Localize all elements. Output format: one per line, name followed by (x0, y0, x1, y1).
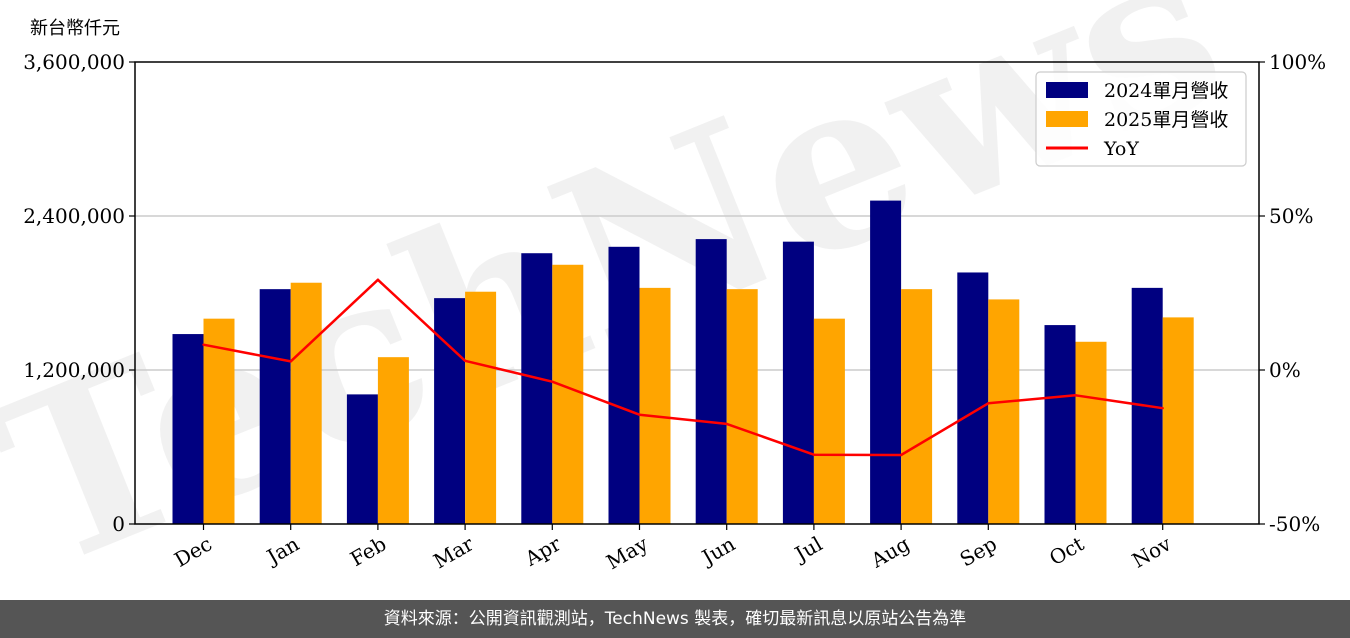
yoy-point (463, 359, 467, 362)
yoy-point (1074, 394, 1077, 397)
yoy-point (376, 278, 380, 281)
x-tick-label: Apr (520, 531, 565, 571)
y2-tick-label: 100% (1269, 50, 1326, 74)
y2-tick-label: -50% (1269, 512, 1320, 536)
legend-label-yoy: YoY (1103, 138, 1139, 160)
yoy-point (812, 453, 816, 456)
bar-2024 (957, 272, 989, 524)
bar-2025 (203, 318, 235, 524)
yoy-point (202, 343, 205, 346)
y2-tick-label: 50% (1269, 204, 1313, 228)
yoy-point (1161, 406, 1164, 410)
y-tick-label: 0 (112, 512, 125, 536)
bar-2024 (259, 289, 291, 524)
bar-2025 (290, 282, 322, 524)
bar-2024 (521, 253, 553, 524)
bar-2025 (901, 289, 933, 524)
yoy-point (725, 422, 728, 426)
legend-label-2024: 2024單月營收 (1104, 80, 1228, 102)
bar-2024 (434, 298, 466, 524)
x-tick-label: Nov (1128, 531, 1176, 573)
bar-2025 (1075, 341, 1107, 524)
revenue-chart: TechNews01,200,0002,400,0003,600,000-50%… (0, 0, 1326, 600)
yoy-point (987, 402, 990, 405)
yoy-point (289, 360, 292, 363)
bar-2025 (988, 299, 1020, 524)
y-tick-label: 3,600,000 (23, 50, 125, 74)
x-tick-label: Mar (429, 531, 478, 573)
yoy-line (203, 278, 1163, 457)
bar-2025 (1162, 317, 1194, 524)
bar-2025 (377, 357, 409, 524)
yoy-point (551, 380, 554, 383)
bar-2025 (813, 318, 845, 524)
x-tick-label: Feb (346, 532, 390, 571)
y2-tick-label: 0% (1269, 358, 1301, 382)
bar-2024 (1044, 325, 1076, 524)
x-tick-label: Aug (866, 531, 914, 572)
x-tick-label: Jun (696, 531, 739, 570)
bar-2024 (870, 200, 902, 524)
bar-2024 (782, 241, 814, 524)
bar-2024 (695, 239, 727, 524)
bar-2024 (346, 394, 378, 524)
bar-2024 (608, 246, 640, 525)
y-axis-unit-label: 新台幣仟元 (30, 18, 120, 39)
bar-2024 (172, 334, 204, 524)
bar-2025 (639, 287, 671, 524)
bar-2025 (726, 289, 758, 524)
bar-2025 (465, 291, 497, 524)
legend-box (1035, 71, 1247, 167)
yoy-point (638, 413, 641, 416)
legend-swatch-2024 (1046, 82, 1088, 98)
legend-label-2025: 2025單月營收 (1104, 109, 1228, 131)
bar-2025 (552, 264, 584, 524)
x-tick-label: Jul (789, 532, 826, 567)
plot-frame (134, 61, 1260, 525)
x-tick-label: Oct (1045, 532, 1088, 571)
yoy-point (899, 453, 903, 457)
x-tick-label: Sep (956, 532, 1001, 572)
legend-swatch-2025 (1046, 111, 1088, 127)
source-footer: 資料來源：公開資訊觀測站，TechNews 製表，確切最新訊息以原站公告為準 (0, 600, 1350, 638)
y-tick-label: 1,200,000 (23, 358, 125, 382)
y-tick-label: 2,400,000 (23, 204, 125, 228)
x-tick-label: May (602, 531, 652, 574)
